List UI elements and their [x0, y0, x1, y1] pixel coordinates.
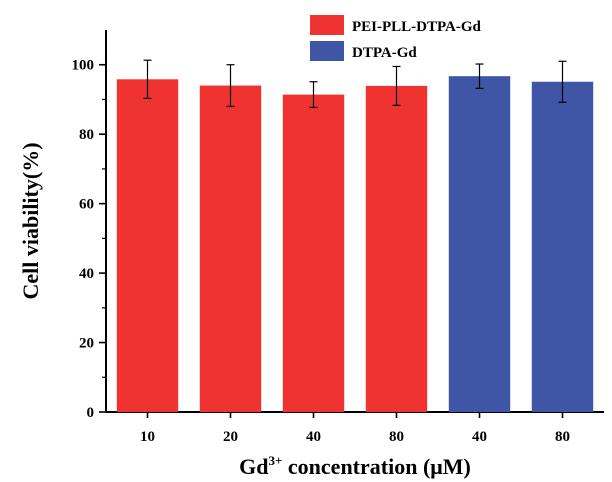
- x-tick-label: 80: [555, 429, 570, 445]
- y-tick-label: 100: [72, 58, 95, 74]
- bars: [116, 76, 594, 413]
- y-tick-label: 40: [79, 266, 94, 282]
- legend-label-pei-pll-dtpa-gd: PEI-PLL-DTPA-Gd: [352, 19, 482, 35]
- axes: [105, 30, 604, 413]
- legend-label-dtpa-gd: DTPA-Gd: [352, 45, 417, 61]
- y-tick-label: 80: [79, 127, 94, 143]
- y-tick-label: 0: [87, 405, 95, 421]
- bar-pei-pll-dtpa-gd: [365, 85, 428, 412]
- x-axis-title-prefix: Gd: [239, 454, 268, 479]
- legend-swatch-pei-pll-dtpa-gd: [310, 15, 344, 35]
- x-axis-title-unit: μM: [430, 454, 463, 479]
- x-axis-title-suffix: concentration (: [282, 454, 430, 479]
- x-ticks: 10 20 40 80 40 80: [140, 412, 570, 445]
- x-tick-label: 80: [389, 429, 404, 445]
- x-tick-label: 10: [140, 429, 155, 445]
- x-axis-title: Gd3+ concentration (μM): [239, 453, 471, 479]
- bar-dtpa-gd: [531, 81, 594, 412]
- x-axis-title-superscript: 3+: [269, 453, 283, 468]
- bar-pei-pll-dtpa-gd: [116, 79, 179, 412]
- bar-pei-pll-dtpa-gd: [282, 94, 345, 413]
- x-tick-label: 40: [306, 429, 321, 445]
- bar-pei-pll-dtpa-gd: [199, 85, 262, 413]
- y-ticks: 0 20 40 60 80 100: [72, 58, 106, 421]
- x-axis-title-close: ): [464, 454, 471, 479]
- bar-dtpa-gd: [448, 76, 511, 413]
- legend: PEI-PLL-DTPA-Gd DTPA-Gd: [310, 15, 482, 61]
- y-tick-label: 20: [79, 336, 94, 352]
- x-tick-label: 20: [223, 429, 238, 445]
- error-bars: [143, 59, 567, 109]
- y-axis-title: Cell viability(%): [18, 142, 43, 299]
- legend-swatch-dtpa-gd: [310, 41, 344, 61]
- y-tick-label: 60: [79, 197, 94, 213]
- x-tick-label: 40: [472, 429, 487, 445]
